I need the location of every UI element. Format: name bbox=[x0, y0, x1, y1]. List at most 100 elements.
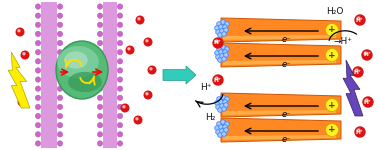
Text: H₂O: H₂O bbox=[326, 8, 344, 16]
Circle shape bbox=[35, 77, 41, 82]
Circle shape bbox=[57, 13, 63, 18]
Polygon shape bbox=[8, 52, 30, 108]
Circle shape bbox=[97, 95, 103, 100]
Ellipse shape bbox=[57, 46, 99, 78]
Circle shape bbox=[57, 4, 63, 9]
Circle shape bbox=[57, 40, 63, 46]
Circle shape bbox=[35, 141, 41, 146]
Circle shape bbox=[35, 68, 41, 73]
Circle shape bbox=[35, 104, 41, 110]
Circle shape bbox=[365, 99, 368, 102]
Circle shape bbox=[57, 122, 63, 128]
Circle shape bbox=[357, 17, 360, 20]
Circle shape bbox=[146, 93, 148, 95]
Polygon shape bbox=[223, 35, 336, 40]
Circle shape bbox=[224, 53, 228, 57]
Circle shape bbox=[35, 132, 41, 137]
Circle shape bbox=[35, 58, 41, 64]
Circle shape bbox=[353, 67, 363, 77]
Circle shape bbox=[225, 97, 229, 101]
Circle shape bbox=[223, 125, 227, 129]
Circle shape bbox=[138, 18, 140, 20]
Circle shape bbox=[97, 122, 103, 128]
Text: H⁺: H⁺ bbox=[214, 78, 222, 82]
Circle shape bbox=[219, 50, 223, 54]
Circle shape bbox=[218, 108, 222, 112]
Circle shape bbox=[215, 26, 219, 30]
Polygon shape bbox=[223, 110, 336, 115]
Text: H⁺: H⁺ bbox=[356, 18, 364, 22]
Circle shape bbox=[117, 40, 123, 46]
Circle shape bbox=[217, 22, 221, 26]
Circle shape bbox=[117, 141, 123, 146]
Text: +: + bbox=[328, 126, 336, 135]
Circle shape bbox=[216, 105, 220, 109]
Circle shape bbox=[117, 58, 123, 64]
Circle shape bbox=[222, 132, 226, 136]
Circle shape bbox=[16, 28, 24, 36]
Circle shape bbox=[222, 57, 226, 61]
Circle shape bbox=[225, 22, 229, 26]
Circle shape bbox=[215, 51, 219, 55]
Circle shape bbox=[221, 45, 225, 49]
Circle shape bbox=[218, 133, 222, 137]
Ellipse shape bbox=[68, 72, 102, 92]
Circle shape bbox=[97, 113, 103, 119]
Polygon shape bbox=[223, 60, 336, 65]
Circle shape bbox=[57, 104, 63, 110]
Circle shape bbox=[146, 40, 148, 42]
Circle shape bbox=[117, 113, 123, 119]
Text: H₂: H₂ bbox=[205, 114, 215, 123]
Circle shape bbox=[117, 68, 123, 73]
Circle shape bbox=[225, 47, 229, 51]
Circle shape bbox=[225, 122, 229, 126]
Polygon shape bbox=[41, 2, 57, 148]
Circle shape bbox=[57, 141, 63, 146]
Circle shape bbox=[57, 77, 63, 82]
Circle shape bbox=[150, 68, 152, 70]
Circle shape bbox=[217, 47, 221, 51]
Circle shape bbox=[220, 29, 224, 33]
Circle shape bbox=[222, 107, 226, 111]
Circle shape bbox=[97, 86, 103, 91]
Circle shape bbox=[123, 106, 125, 108]
Polygon shape bbox=[103, 2, 117, 148]
Circle shape bbox=[57, 31, 63, 37]
Text: H⁺: H⁺ bbox=[356, 129, 364, 135]
Circle shape bbox=[216, 55, 220, 59]
Circle shape bbox=[325, 99, 339, 111]
Circle shape bbox=[136, 16, 144, 24]
Circle shape bbox=[325, 123, 339, 136]
Circle shape bbox=[215, 126, 219, 130]
Circle shape bbox=[144, 38, 152, 46]
Circle shape bbox=[35, 4, 41, 9]
Circle shape bbox=[223, 25, 227, 29]
Circle shape bbox=[20, 100, 22, 102]
Circle shape bbox=[224, 103, 228, 107]
Polygon shape bbox=[343, 60, 363, 116]
Circle shape bbox=[18, 30, 20, 32]
Text: H⁺: H⁺ bbox=[354, 69, 362, 75]
Circle shape bbox=[220, 104, 224, 108]
Circle shape bbox=[355, 15, 365, 25]
Circle shape bbox=[57, 95, 63, 100]
Text: +: + bbox=[328, 100, 336, 109]
Circle shape bbox=[18, 98, 26, 106]
Circle shape bbox=[221, 20, 225, 24]
Circle shape bbox=[219, 25, 223, 29]
Ellipse shape bbox=[56, 41, 108, 99]
Circle shape bbox=[216, 130, 220, 134]
Circle shape bbox=[363, 97, 373, 107]
Circle shape bbox=[57, 58, 63, 64]
Circle shape bbox=[57, 113, 63, 119]
Circle shape bbox=[117, 104, 123, 110]
Circle shape bbox=[355, 127, 365, 137]
Circle shape bbox=[117, 86, 123, 91]
Circle shape bbox=[35, 31, 41, 37]
Circle shape bbox=[97, 58, 103, 64]
Circle shape bbox=[219, 100, 223, 104]
Circle shape bbox=[325, 48, 339, 62]
Circle shape bbox=[218, 33, 222, 37]
Circle shape bbox=[223, 50, 227, 54]
Circle shape bbox=[136, 118, 138, 120]
